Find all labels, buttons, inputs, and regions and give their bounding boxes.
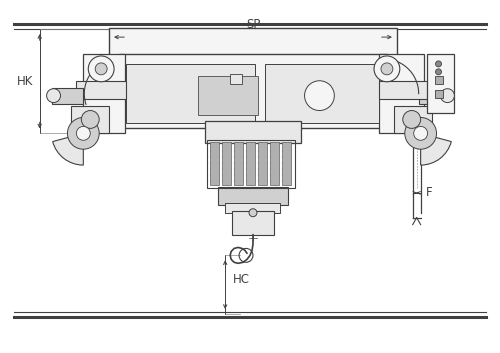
Bar — [379, 54, 424, 133]
Circle shape — [76, 126, 90, 140]
Bar — [394, 106, 432, 133]
Wedge shape — [52, 133, 84, 165]
Bar — [126, 64, 255, 124]
Bar — [434, 76, 444, 84]
Text: SP: SP — [246, 18, 260, 31]
Circle shape — [440, 89, 454, 103]
Bar — [282, 142, 290, 185]
Circle shape — [88, 56, 114, 82]
Circle shape — [68, 118, 99, 149]
Bar — [218, 187, 288, 205]
Bar — [198, 76, 258, 115]
Bar — [232, 211, 274, 234]
Circle shape — [374, 56, 400, 82]
Circle shape — [249, 209, 257, 217]
Bar — [76, 81, 126, 98]
Circle shape — [436, 61, 442, 67]
Circle shape — [46, 89, 60, 103]
Bar — [230, 74, 242, 84]
Bar — [208, 140, 294, 188]
Bar — [206, 121, 300, 143]
Circle shape — [304, 81, 334, 110]
Circle shape — [414, 126, 428, 140]
Bar — [109, 28, 397, 56]
Bar — [426, 54, 454, 114]
Text: F: F — [426, 186, 432, 199]
Bar — [265, 64, 379, 124]
Bar — [434, 90, 444, 98]
Bar — [222, 142, 231, 185]
Bar — [258, 142, 267, 185]
Bar — [246, 142, 255, 185]
Bar — [72, 106, 109, 133]
Bar — [210, 142, 219, 185]
Circle shape — [381, 63, 393, 75]
Wedge shape — [420, 133, 452, 165]
Text: HK: HK — [18, 75, 34, 88]
Text: HC: HC — [233, 273, 250, 286]
Circle shape — [82, 110, 99, 128]
Bar — [84, 54, 125, 133]
Bar — [234, 142, 243, 185]
Circle shape — [95, 63, 107, 75]
Bar — [119, 54, 387, 128]
Circle shape — [405, 118, 436, 149]
Bar — [379, 81, 428, 98]
Bar — [270, 142, 279, 185]
Circle shape — [403, 110, 420, 128]
Circle shape — [436, 69, 442, 75]
Bar — [418, 88, 450, 103]
Bar — [52, 88, 84, 103]
Bar — [225, 203, 280, 213]
